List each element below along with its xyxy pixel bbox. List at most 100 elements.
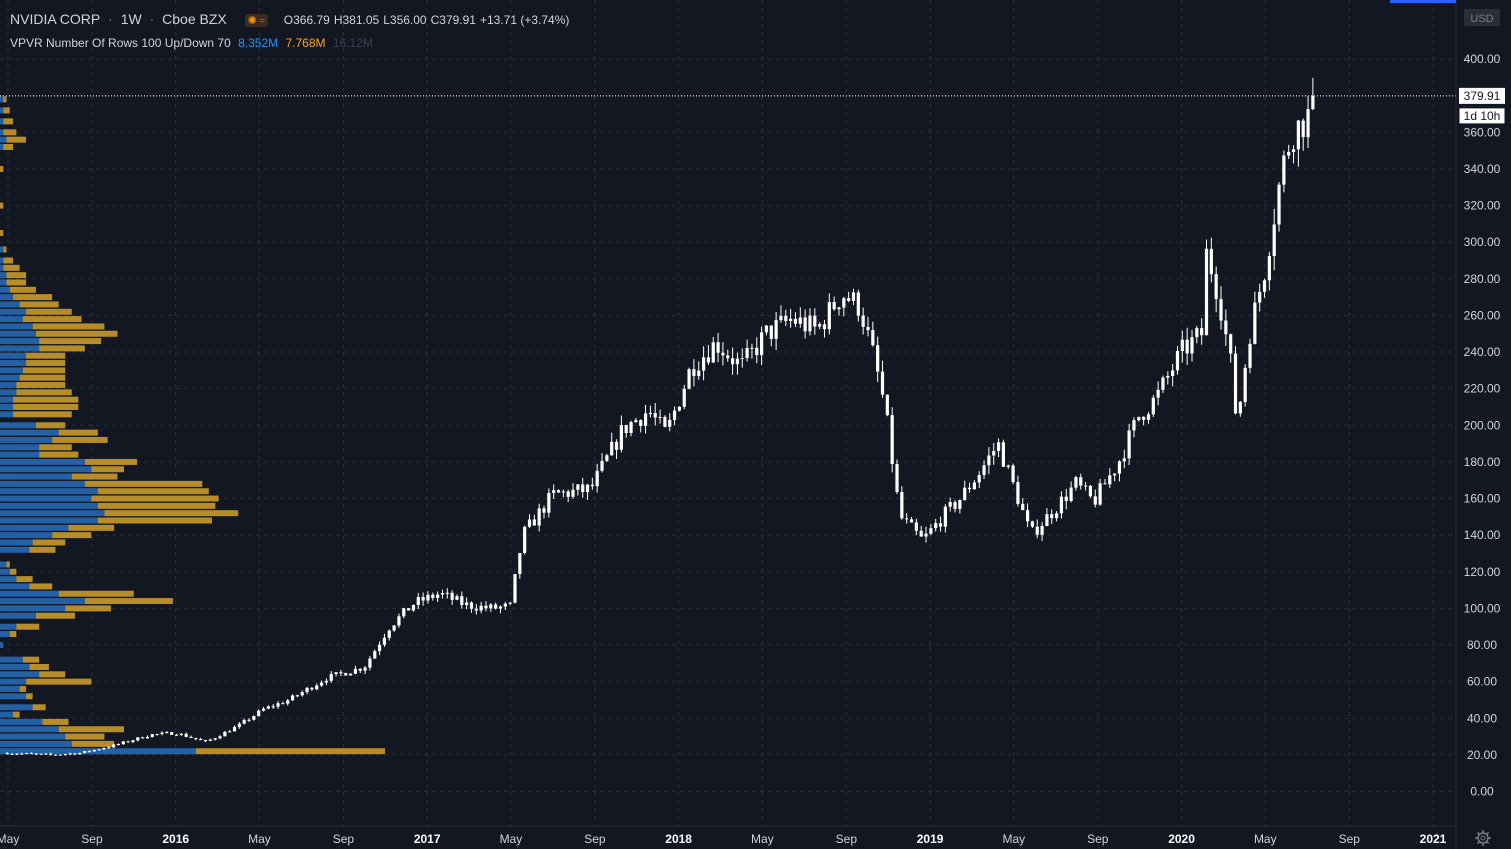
candle-body [319, 682, 324, 686]
candle-body [1238, 401, 1242, 414]
currency-label: USD [1470, 13, 1493, 25]
vp-down-bar [35, 330, 118, 337]
vp-down-bar [29, 663, 49, 670]
interval-label[interactable]: 1W [120, 11, 142, 27]
candle-body [1190, 337, 1194, 354]
candle-body [1011, 465, 1015, 482]
candle-body [286, 700, 290, 704]
candle-body [847, 298, 851, 301]
candle-body [784, 315, 788, 321]
candle-body [880, 371, 885, 395]
candle-body [716, 342, 720, 353]
candle-body [590, 484, 594, 487]
candle-body [672, 410, 677, 420]
candle-body [701, 357, 706, 371]
candle-body [252, 716, 256, 720]
candle-body [706, 357, 711, 363]
vp-up-bar [0, 403, 14, 410]
candle-body [1108, 475, 1112, 485]
candle-body [1311, 95, 1315, 110]
x-tick-label: Sep [584, 832, 606, 846]
vp-up-bar [0, 726, 59, 733]
candle-body [1146, 414, 1151, 420]
candle-body [329, 673, 333, 681]
vp-down-bar [19, 301, 59, 308]
candle-body [1219, 299, 1223, 321]
vp-up-bar [0, 733, 66, 740]
candle-body [469, 602, 474, 609]
candle-body [1306, 109, 1310, 138]
candle-body [1161, 377, 1165, 390]
vp-up-bar [0, 671, 40, 678]
candle-body [58, 754, 63, 756]
candle-body [160, 732, 164, 734]
indicator-label[interactable]: VPVR Number Of Rows 100 Up/Down 70 [10, 36, 231, 50]
x-tick-label: May [248, 832, 271, 846]
vp-up-bar [0, 308, 27, 315]
candle-body [363, 667, 367, 671]
candle-body [489, 604, 493, 609]
time-axis[interactable]: May Sep 2016 May Sep 2017 May Sep 2018 May Sep 2019… [0, 832, 1447, 846]
vp-up-bar [0, 605, 66, 612]
vp-up-bar [0, 561, 7, 568]
candle-body [121, 741, 125, 745]
vp-up-bar [0, 396, 14, 403]
candle-body [1272, 224, 1276, 257]
candle-body [24, 753, 29, 755]
vp-down-bar [58, 590, 134, 597]
symbol-legend[interactable]: NVIDIA CORP · 1W · Cboe BZX ✺ ≈ O366.79 H3… [10, 11, 570, 27]
candle-body [228, 731, 232, 733]
exchange-label[interactable]: Cboe BZX [162, 11, 227, 27]
candle-body [963, 487, 967, 501]
candle-body [1262, 280, 1267, 292]
candle-body [653, 413, 657, 418]
vp-up-bar [0, 338, 40, 345]
vp-up-bar [0, 458, 85, 465]
candle-body [1258, 291, 1262, 303]
vp-down-bar [13, 294, 53, 301]
candle-body [165, 732, 169, 734]
vp-down-bar [3, 129, 17, 136]
indicator-legend[interactable]: VPVR Number Of Rows 100 Up/Down 70 8.352… [10, 36, 377, 50]
symbol-name[interactable]: NVIDIA CORP [10, 11, 101, 27]
vp-down-bar [84, 480, 203, 487]
vp-up-bar [0, 451, 40, 458]
price-axis[interactable]: 0.00 20.00 40.00 60.00 80.00 100.00 120.00 140.… [1464, 52, 1501, 798]
y-tick-label: 400.00 [1464, 52, 1501, 66]
candle-body [552, 490, 556, 493]
settings-gear-icon[interactable] [1475, 830, 1491, 846]
y-tick-label: 300.00 [1464, 235, 1501, 249]
candle-body [1045, 514, 1049, 527]
vp-down-bar [13, 396, 79, 403]
currency-badge[interactable]: USD [1464, 9, 1500, 26]
candle-body [1180, 339, 1184, 351]
vp-up-bar [0, 352, 27, 359]
vp-down-bar [3, 264, 20, 271]
candle-body [1093, 496, 1097, 505]
chart-grid [0, 0, 1456, 826]
candle-body [571, 489, 575, 497]
candle-body [39, 753, 43, 755]
candle-body [779, 315, 783, 321]
candle-body [455, 596, 459, 600]
candle-body [992, 450, 996, 456]
candle-body [479, 605, 483, 611]
candle-body [1200, 328, 1204, 336]
active-tab-indicator [1390, 0, 1456, 3]
candle-body [116, 744, 121, 746]
vp-up-bar [0, 748, 196, 755]
candle-body [440, 593, 445, 595]
vp-up-bar [0, 685, 20, 692]
market-status-icon[interactable]: ✺ ≈ [244, 14, 268, 27]
vp-up-bar [0, 374, 20, 381]
vp-down-bar [32, 539, 66, 546]
vp-down-bar [91, 466, 124, 473]
vp-up-bar [0, 107, 4, 114]
y-tick-label: 40.00 [1467, 711, 1497, 725]
vp-down-bar [19, 374, 66, 381]
candle-body [876, 345, 880, 372]
vp-down-bar [39, 451, 79, 458]
candle-body [643, 413, 648, 426]
candle-body [566, 491, 570, 497]
